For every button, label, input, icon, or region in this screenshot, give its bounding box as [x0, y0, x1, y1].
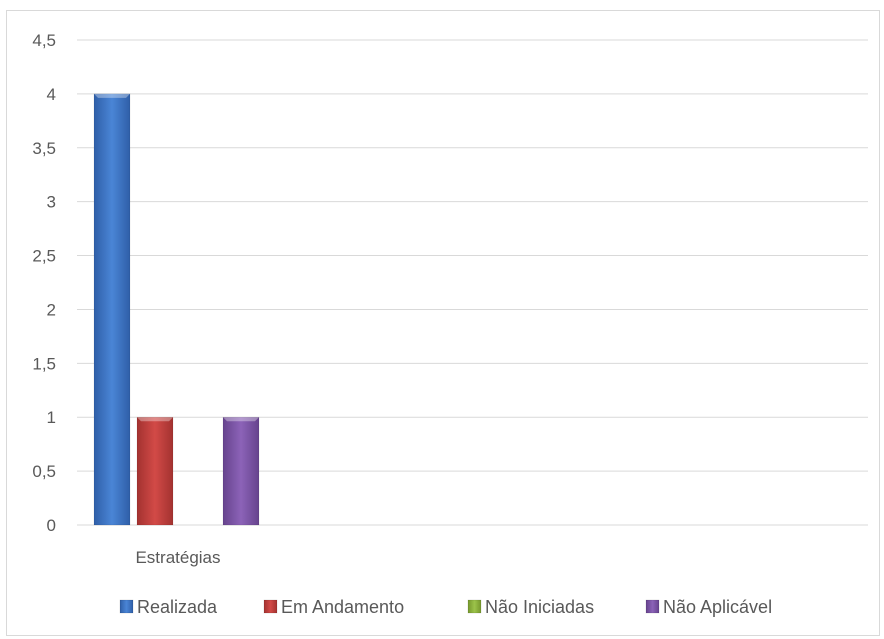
y-tick-label: 1 — [47, 408, 56, 427]
legend-swatch — [467, 599, 482, 614]
legend-swatch — [645, 599, 660, 614]
legend-swatch — [263, 599, 278, 614]
legend-label: Realizada — [137, 597, 218, 617]
y-tick-label: 0,5 — [32, 462, 56, 481]
y-tick-label: 2,5 — [32, 247, 56, 266]
y-tick-label: 4 — [47, 85, 56, 104]
legend: Realizada Em Andamento Não Iniciadas Não Ap… — [119, 597, 772, 617]
bar-em-andamento — [136, 416, 174, 526]
legend-label: Em Andamento — [281, 597, 404, 617]
bar-top-highlight — [94, 93, 130, 98]
chart-frame — [6, 10, 880, 636]
y-tick-label: 3,5 — [32, 139, 56, 158]
y-axis: 0 0,5 1 1,5 2 2,5 3 3,5 4 4,5 — [32, 31, 56, 535]
legend-label: Não Iniciadas — [485, 597, 594, 617]
bar-não-aplicável — [222, 416, 260, 526]
bar-top-highlight — [137, 417, 173, 422]
y-tick-label: 1,5 — [32, 354, 56, 373]
bar-realizada — [93, 93, 131, 526]
y-tick-label: 4,5 — [32, 31, 56, 50]
y-tick-label: 2 — [47, 300, 56, 319]
legend-swatch — [119, 599, 134, 614]
bar-top-highlight — [223, 417, 259, 422]
gridlines — [77, 39, 868, 526]
y-tick-label: 0 — [47, 516, 56, 535]
y-tick-label: 3 — [47, 193, 56, 212]
x-category-label: Estratégias — [135, 548, 220, 567]
legend-label: Não Aplicável — [663, 597, 772, 617]
x-axis: Estratégias — [135, 548, 220, 567]
bars — [93, 93, 260, 526]
